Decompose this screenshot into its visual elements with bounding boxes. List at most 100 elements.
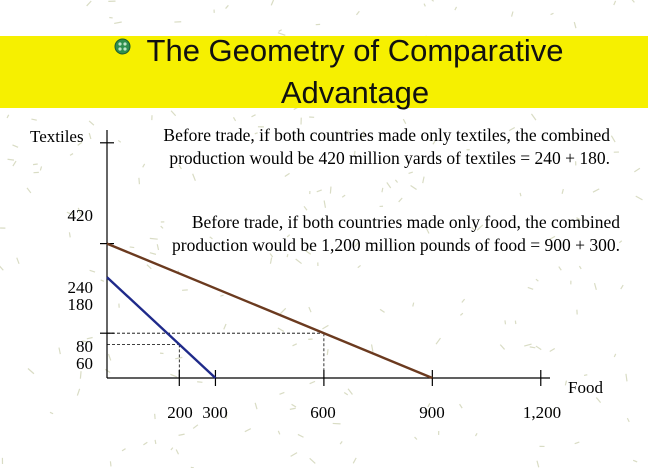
background-mark [88, 120, 95, 126]
background-mark [454, 6, 458, 11]
note-food: Before trade, if both countries made onl… [172, 212, 620, 255]
background-mark [618, 240, 623, 244]
background-mark [558, 266, 562, 271]
x-tick-label: 900 [419, 403, 445, 422]
background-mark [292, 343, 298, 347]
background-mark [460, 312, 464, 316]
background-mark [270, 0, 275, 6]
background-mark [620, 284, 624, 290]
background-mark [524, 343, 532, 347]
background-mark [425, 408, 430, 413]
background-mark [12, 160, 17, 167]
background-mark [631, 0, 635, 3]
background-mark [576, 217, 581, 221]
background-mark [277, 327, 285, 332]
background-mark [548, 235, 556, 241]
background-mark [297, 433, 304, 438]
slide-title: The Geometry of Comparative Advantage [146, 33, 564, 110]
background-mark [104, 368, 111, 374]
series-line-1 [106, 242, 433, 380]
background-mark [178, 164, 182, 170]
background-mark [504, 320, 507, 325]
background-mark [635, 195, 643, 201]
background-mark [613, 353, 617, 358]
background-mark [114, 21, 122, 25]
background-mark [66, 211, 74, 216]
background-mark [32, 163, 38, 166]
x-tick-label: 1,200 [523, 403, 561, 422]
y-axis-title: Textiles [30, 127, 84, 146]
background-mark [386, 182, 392, 189]
background-mark [414, 436, 418, 440]
background-mark [284, 172, 290, 178]
background-mark [305, 250, 312, 255]
background-mark [574, 441, 580, 445]
background-mark [39, 166, 43, 171]
background-mark [175, 449, 180, 455]
background-mark [175, 356, 183, 360]
background-mark [381, 187, 384, 193]
background-mark [408, 171, 414, 175]
background-mark [402, 118, 407, 125]
background-mark [26, 187, 32, 194]
background-mark [309, 380, 316, 385]
background-mark [27, 368, 35, 375]
background-mark [7, 158, 15, 161]
background-mark [471, 226, 476, 231]
background-mark [82, 340, 90, 343]
background-mark [269, 257, 273, 264]
y-tick-label: 240 [68, 278, 94, 297]
x-tick-label: 600 [310, 403, 336, 422]
background-mark [79, 371, 82, 379]
background-mark [170, 447, 174, 451]
background-mark [68, 232, 71, 238]
background-mark [549, 347, 556, 352]
background-mark [476, 224, 484, 231]
background-mark [326, 349, 329, 356]
background-mark [244, 428, 252, 433]
background-mark [339, 441, 343, 445]
background-mark [170, 110, 177, 117]
background-mark [595, 397, 602, 404]
background-mark [77, 141, 83, 146]
y-tick-label: 420 [68, 206, 94, 225]
background-mark [593, 282, 597, 290]
background-mark [277, 430, 281, 435]
background-mark [107, 353, 112, 361]
background-mark [354, 240, 360, 248]
background-mark [149, 237, 158, 240]
background-mark [561, 188, 564, 194]
background-mark [69, 153, 74, 156]
x-tick-label: 200 [167, 403, 193, 422]
background-mark [170, 373, 178, 378]
background-mark [613, 0, 617, 6]
background-mark [16, 257, 20, 265]
background-mark [295, 258, 302, 265]
background-mark [412, 302, 415, 307]
background-mark [578, 265, 582, 270]
background-mark [352, 457, 357, 464]
background-mark [290, 452, 298, 457]
background-mark [610, 135, 616, 143]
background-mark [461, 298, 466, 303]
background-mark [192, 173, 196, 181]
background-mark [86, 0, 92, 7]
background-mark [625, 373, 628, 382]
background-mark [277, 32, 286, 36]
title-bullet-icon [114, 38, 131, 55]
background-mark [353, 150, 356, 155]
background-mark [278, 29, 282, 32]
background-mark [12, 144, 19, 148]
background-mark [220, 294, 224, 297]
background-mark [343, 391, 349, 396]
x-tick-label: 300 [202, 403, 228, 422]
background-mark [370, 344, 374, 352]
background-mark [309, 457, 316, 464]
background-mark [129, 246, 135, 249]
background-mark [527, 286, 534, 290]
background-mark [138, 177, 141, 185]
background-mark [550, 12, 554, 16]
background-mark [251, 114, 256, 118]
background-mark [357, 264, 361, 269]
